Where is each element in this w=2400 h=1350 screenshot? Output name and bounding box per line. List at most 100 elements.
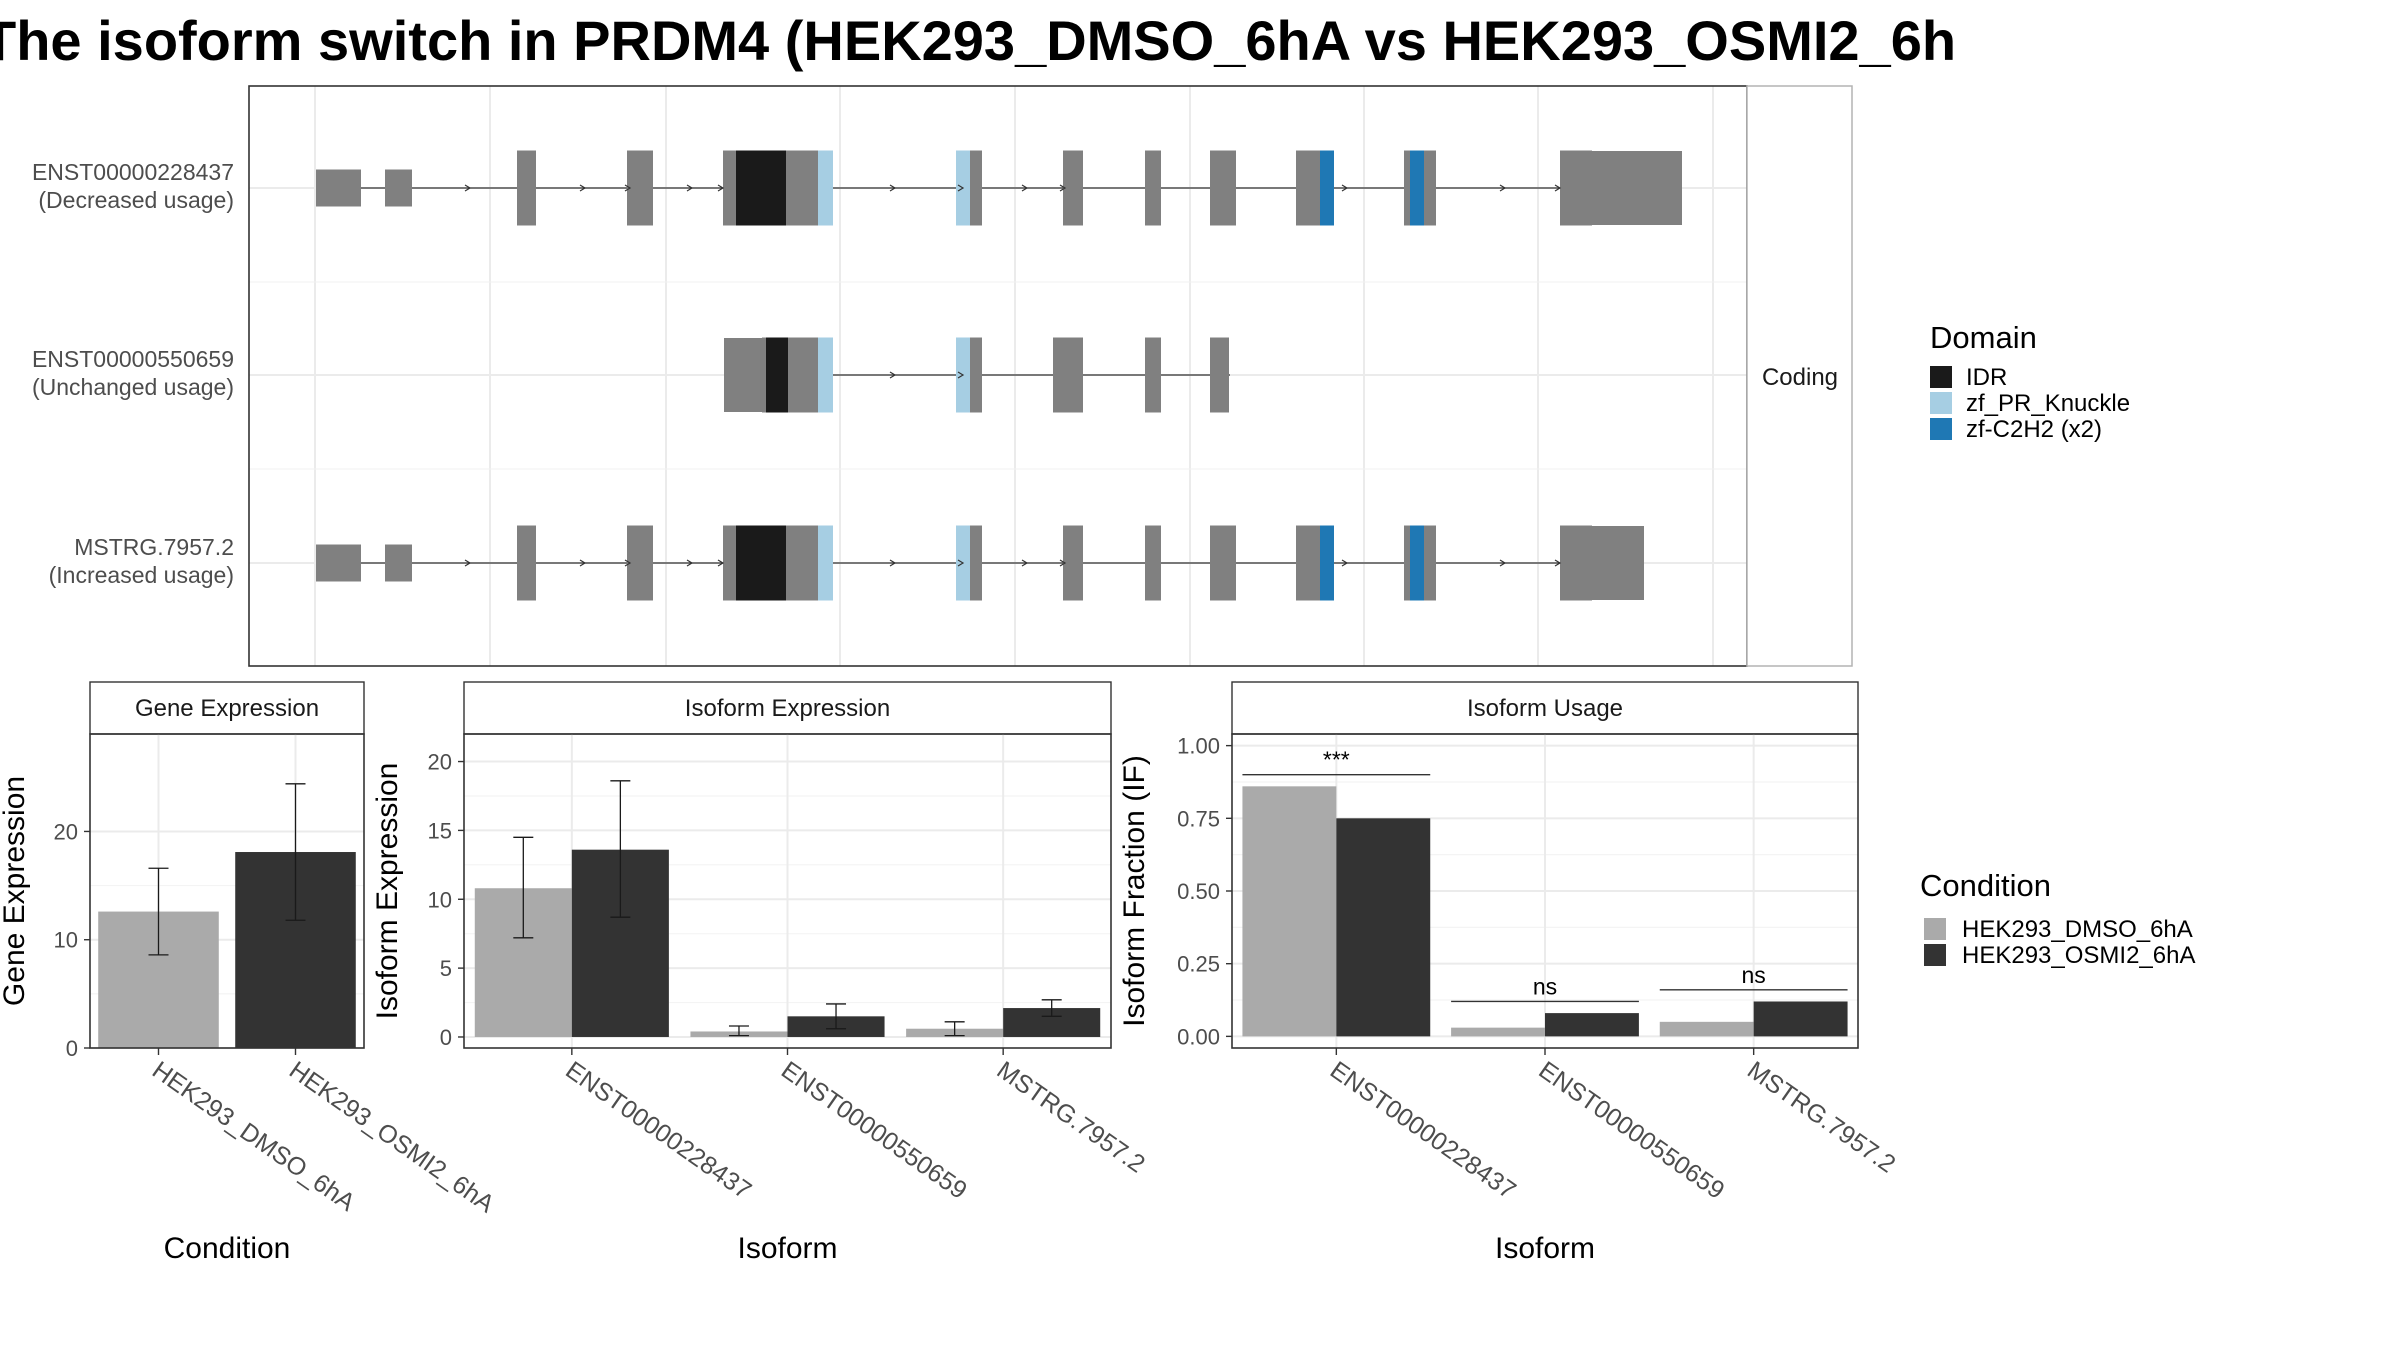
direction-arrow xyxy=(889,184,897,192)
direction-arrow xyxy=(1554,184,1562,192)
direction-arrow xyxy=(957,184,965,192)
exon xyxy=(1063,525,1083,601)
domain-legend-key xyxy=(1930,392,1952,414)
x-tick-label: ENST00000550659 xyxy=(1534,1056,1730,1205)
x-axis-title: Isoform xyxy=(1495,1232,1595,1265)
idr-domain xyxy=(766,337,788,413)
direction-arrow xyxy=(686,184,694,192)
panel-strip xyxy=(89,681,365,735)
facet-strip-label: Coding xyxy=(1762,364,1838,391)
y-axis-title: Gene Expression xyxy=(0,776,31,1006)
direction-arrow xyxy=(717,559,725,567)
exon xyxy=(517,150,536,226)
y-tick-label: 15 xyxy=(428,818,452,843)
exon xyxy=(1145,150,1161,226)
bar xyxy=(1753,1001,1848,1037)
exon xyxy=(1210,525,1236,601)
direction-arrow xyxy=(624,559,632,567)
exon xyxy=(316,169,361,207)
direction-arrow xyxy=(464,184,472,192)
condition-legend-key xyxy=(1924,944,1946,966)
zf-c2h2-domain xyxy=(1320,525,1334,601)
y-tick-label: 5 xyxy=(440,956,452,981)
x-axis-title: Isoform xyxy=(737,1232,837,1265)
domain-legend-key xyxy=(1930,418,1952,440)
transcript-id-label: ENST00000228437 xyxy=(32,159,234,185)
condition-legend-title: Condition xyxy=(1920,868,2051,903)
direction-arrow xyxy=(1341,559,1349,567)
direction-arrow xyxy=(889,371,897,379)
y-tick-label: 20 xyxy=(54,819,78,844)
y-tick-label: 10 xyxy=(54,928,78,953)
panel-strip-title: Isoform Usage xyxy=(1467,695,1623,722)
zf-c2h2-domain xyxy=(1320,150,1334,226)
transcript-usage-label: (Unchanged usage) xyxy=(32,374,234,400)
exon xyxy=(385,169,412,207)
y-tick-label: 0 xyxy=(66,1036,78,1061)
utr-exon xyxy=(1592,526,1644,600)
x-tick-label: MSTRG.7957.2 xyxy=(1742,1056,1900,1179)
y-tick-label: 0.00 xyxy=(1177,1024,1220,1049)
direction-arrow xyxy=(957,559,965,567)
direction-arrow xyxy=(1059,559,1067,567)
direction-arrow xyxy=(1021,559,1029,567)
zf-pr-knuckle-domain xyxy=(818,525,833,601)
x-tick-label: ENST00000228437 xyxy=(1325,1056,1521,1205)
bar xyxy=(1659,1021,1754,1037)
x-tick-label: ENST00000228437 xyxy=(560,1056,756,1205)
domain-legend-label: zf-C2H2 (x2) xyxy=(1966,416,2102,443)
zf-c2h2-domain xyxy=(1410,150,1424,226)
direction-arrow xyxy=(717,184,725,192)
y-tick-label: 10 xyxy=(428,887,452,912)
condition-legend-label: HEK293_OSMI2_6hA xyxy=(1962,942,2195,969)
x-axis-title: Condition xyxy=(164,1232,291,1265)
transcript-id-label: ENST00000550659 xyxy=(32,346,234,372)
significance-label: ns xyxy=(1533,973,1557,999)
zf-pr-knuckle-domain xyxy=(818,150,833,226)
condition-legend: Condition HEK293_DMSO_6hAHEK293_OSMI2_6h… xyxy=(1920,868,2195,969)
exon xyxy=(1053,337,1083,413)
utr-exon xyxy=(724,338,768,412)
exon xyxy=(1560,525,1592,601)
direction-arrow xyxy=(579,184,587,192)
y-tick-label: 0.25 xyxy=(1177,952,1220,977)
direction-arrow xyxy=(1499,184,1507,192)
domain-legend-title: Domain xyxy=(1930,320,2037,355)
exon xyxy=(517,525,536,601)
exon xyxy=(1145,337,1161,413)
condition-legend-label: HEK293_DMSO_6hA xyxy=(1962,916,2193,943)
x-tick-label: MSTRG.7957.2 xyxy=(992,1056,1150,1179)
domain-legend-label: zf_PR_Knuckle xyxy=(1966,390,2130,417)
facet-strip xyxy=(1746,85,1853,667)
exon xyxy=(1145,525,1161,601)
utr-exon xyxy=(1592,151,1682,225)
exon xyxy=(1210,337,1229,413)
bar xyxy=(1242,786,1337,1037)
panel-strip-title: Isoform Expression xyxy=(685,695,890,722)
exon xyxy=(1560,150,1592,226)
significance-label: ns xyxy=(1742,962,1766,988)
exon xyxy=(627,150,653,226)
exon xyxy=(1063,150,1083,226)
panel-strip xyxy=(463,681,1112,735)
gene-expression-panel: Gene Expression01020HEK293_DMSO_6hAHEK29… xyxy=(0,681,500,1265)
idr-domain xyxy=(736,150,786,226)
x-tick-label: ENST00000550659 xyxy=(776,1056,972,1205)
bar xyxy=(1451,1027,1545,1037)
exon xyxy=(385,544,412,582)
domain-legend-label: IDR xyxy=(1966,364,2007,391)
direction-arrow xyxy=(957,371,965,379)
panel-strip-title: Gene Expression xyxy=(135,695,319,722)
exon xyxy=(627,525,653,601)
y-tick-label: 20 xyxy=(428,750,452,775)
y-tick-label: 0.50 xyxy=(1177,879,1220,904)
transcript-id-label: MSTRG.7957.2 xyxy=(74,534,234,560)
y-axis-title: Isoform Fraction (IF) xyxy=(1118,755,1151,1027)
direction-arrow xyxy=(1499,559,1507,567)
direction-arrow xyxy=(579,559,587,567)
isoform-expression-panel: Isoform Expression 0 5 10 15 20 ENST0000022843… xyxy=(371,681,1150,1265)
direction-arrow xyxy=(1341,184,1349,192)
y-tick-label: 0.75 xyxy=(1177,806,1220,831)
